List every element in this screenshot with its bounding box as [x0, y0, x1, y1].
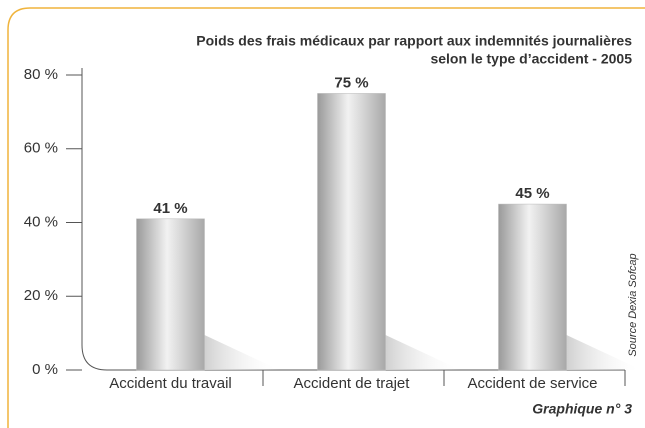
bar-shadow	[204, 335, 280, 370]
bar	[317, 93, 386, 371]
value-label: 75 %	[334, 74, 368, 91]
bar	[498, 203, 567, 371]
y-tick-label: 40 %	[24, 213, 58, 230]
value-label: 41 %	[153, 200, 187, 217]
value-label: 45 %	[515, 185, 549, 202]
y-tick-label: 60 %	[24, 140, 58, 157]
chart-title: selon le type d’accident - 2005	[430, 51, 632, 67]
bar-shadow	[385, 335, 461, 370]
x-tick-label: Accident de trajet	[294, 375, 411, 392]
chart-title: Poids des frais médicaux par rapport aux…	[196, 33, 632, 49]
y-tick-label: 20 %	[24, 287, 58, 304]
frame	[7, 7, 645, 428]
x-tick-label: Accident de service	[467, 375, 597, 392]
axes	[81, 68, 625, 371]
caption: Graphique n° 3	[532, 401, 632, 417]
x-tick-label: Accident du travail	[109, 375, 232, 392]
bar	[136, 218, 205, 371]
y-tick-label: 0 %	[32, 361, 58, 378]
y-tick-label: 80 %	[24, 66, 58, 83]
bar-shadow	[566, 335, 642, 370]
source: Source Dexia Sofcap	[627, 253, 639, 356]
